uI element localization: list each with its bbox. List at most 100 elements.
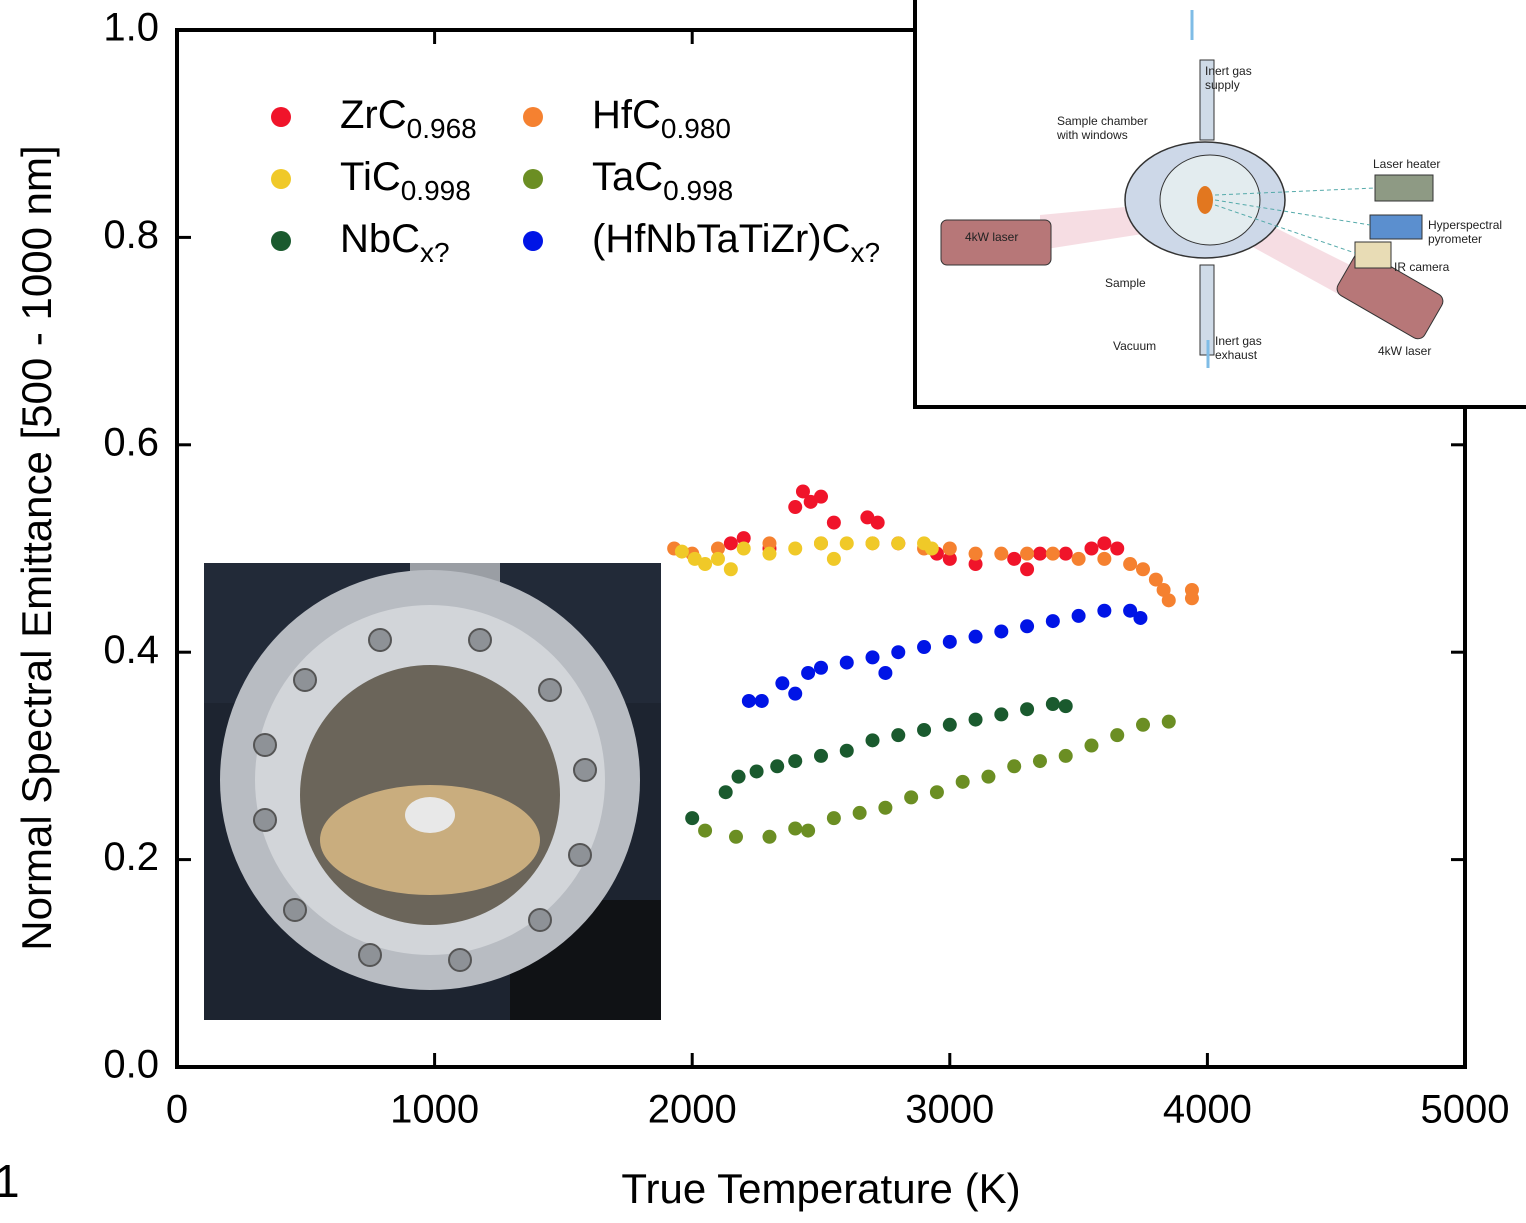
data-point [1097, 536, 1112, 551]
data-point [762, 829, 777, 844]
data-point [942, 541, 957, 556]
data-point [814, 748, 828, 763]
data-point [1136, 717, 1150, 732]
data-point [891, 728, 906, 743]
data-point [826, 551, 841, 566]
legend-marker [523, 231, 543, 251]
data-point [942, 717, 957, 732]
data-point [775, 676, 790, 691]
photo-inset [204, 563, 661, 1020]
data-point [826, 811, 841, 826]
x-tick-label: 4000 [1163, 1088, 1252, 1132]
data-point [994, 624, 1009, 639]
data-point [749, 764, 764, 779]
data-point [718, 785, 733, 800]
data-point [728, 829, 743, 844]
data-point [924, 541, 939, 556]
y-tick-label: 0.8 [103, 213, 159, 257]
data-point [917, 722, 932, 737]
diagram-label: pyrometer [1428, 232, 1482, 246]
data-point [968, 557, 983, 572]
x-tick-label: 5000 [1421, 1088, 1510, 1132]
legend-marker [523, 169, 543, 189]
data-point [754, 693, 769, 708]
data-point [698, 823, 713, 838]
data-point [1058, 546, 1073, 561]
data-point [994, 707, 1009, 722]
y-tick-label: 1.0 [103, 6, 159, 50]
legend-label: NbCx? [340, 217, 450, 269]
data-point [1133, 610, 1148, 625]
data-point [770, 759, 785, 774]
y-tick-label: 0.0 [103, 1043, 159, 1087]
data-point [1058, 748, 1073, 763]
data-point [710, 551, 725, 566]
data-point [1007, 759, 1022, 774]
data-point [1071, 608, 1086, 623]
data-point [803, 494, 818, 509]
legend-label: (HfNbTaTiZr)Cx? [592, 217, 880, 269]
legend-label: HfC0.980 [592, 93, 731, 145]
data-point [801, 665, 816, 680]
data-point [795, 484, 810, 499]
data-point [917, 640, 932, 655]
diagram-label: Hyperspectral [1428, 218, 1502, 232]
y-tick-label: 0.4 [103, 628, 159, 672]
data-point [710, 541, 725, 556]
data-point [1045, 697, 1060, 712]
data-point [852, 805, 867, 820]
data-point [839, 655, 854, 670]
data-point [839, 743, 854, 758]
data-point [723, 536, 738, 551]
data-point [891, 536, 906, 551]
x-tick-label: 2000 [648, 1088, 737, 1132]
data-point [942, 551, 957, 566]
data-point [1058, 699, 1073, 714]
plot-frame [175, 28, 1467, 1069]
data-point [1097, 603, 1112, 618]
data-point [968, 546, 983, 561]
data-point [942, 634, 957, 649]
data-point [1136, 562, 1150, 577]
diagram-label: IR camera [1394, 260, 1450, 274]
diagram-label: exhaust [1215, 348, 1258, 362]
data-point [981, 769, 996, 784]
data-point [788, 754, 803, 769]
data-point [731, 769, 746, 784]
diagram-label: 4kW laser [965, 230, 1018, 244]
diagram-label: with windows [1056, 128, 1128, 142]
data-point [891, 645, 906, 660]
data-point [1032, 754, 1047, 769]
data-point [1020, 619, 1035, 634]
data-point [955, 774, 970, 789]
data-point [870, 515, 885, 530]
data-point [788, 821, 803, 836]
panel-label: 1 [0, 1155, 20, 1207]
data-point [1020, 546, 1035, 561]
data-point [1084, 738, 1099, 753]
data-point [826, 515, 841, 530]
data-point [839, 536, 854, 551]
data-point [878, 800, 893, 815]
data-point [1110, 541, 1125, 556]
data-point [865, 650, 880, 665]
data-point [1123, 603, 1138, 618]
data-point [1032, 546, 1047, 561]
data-point [1020, 702, 1035, 717]
y-axis-label: Normal Spectral Emittance [500 - 1000 nm… [13, 145, 60, 950]
legend-marker [271, 231, 291, 251]
x-tick-label: 0 [166, 1088, 188, 1132]
data-point [736, 541, 751, 556]
data-point [741, 693, 756, 708]
diagram-label: Inert gas [1205, 64, 1252, 78]
diagram-label: Sample [1105, 276, 1146, 290]
data-point [687, 551, 702, 566]
data-point [865, 733, 880, 748]
y-tick-label: 0.6 [103, 420, 159, 464]
data-point [762, 536, 777, 551]
diagram-label: Vacuum [1113, 339, 1156, 353]
data-point [865, 536, 880, 551]
data-point [736, 531, 751, 546]
data-point [1045, 546, 1060, 561]
